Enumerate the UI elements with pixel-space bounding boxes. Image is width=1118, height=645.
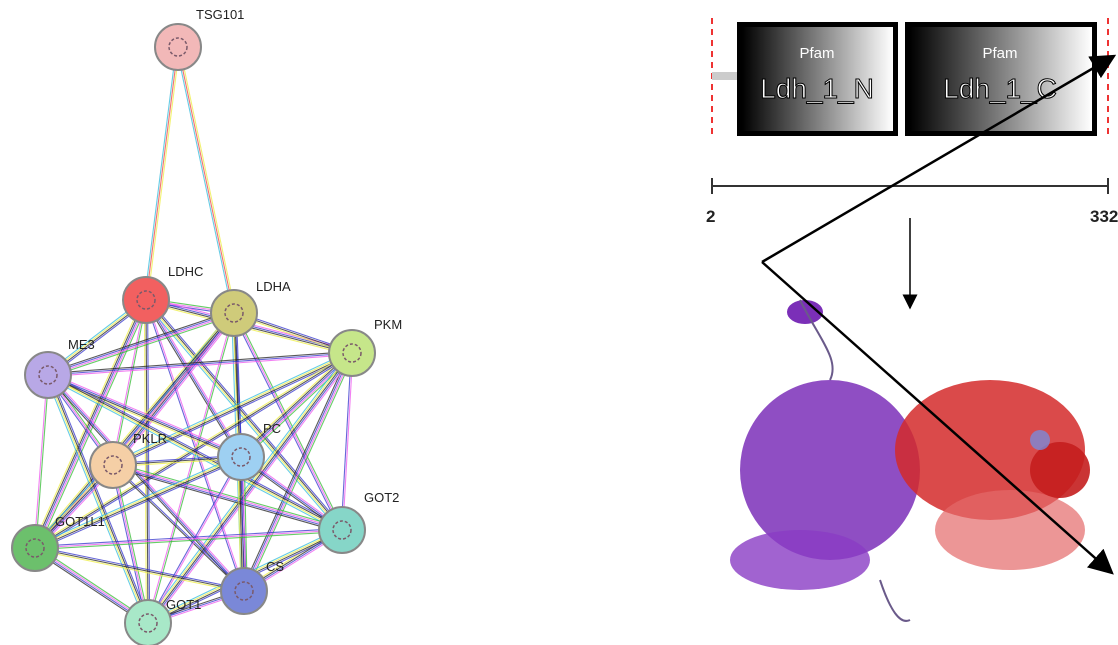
node <box>125 600 171 645</box>
domain-source: Pfam <box>982 45 1017 62</box>
edge <box>35 532 342 550</box>
edge <box>343 353 353 530</box>
node-label: GOT1 <box>166 597 201 612</box>
edge <box>144 47 176 300</box>
protein-structure <box>730 300 1090 621</box>
figure: TSG101 LDHC LDHA PKM ME3 PKLR PC GOT2 GOT1L1 CS GO… <box>0 0 1118 645</box>
scale-end: 332 <box>1090 207 1118 226</box>
domain-name: Ldh_1_N <box>760 73 874 104</box>
node <box>211 290 257 336</box>
node <box>12 525 58 571</box>
node <box>319 507 365 553</box>
node-label: CS <box>266 559 284 574</box>
page: TSG101 LDHC LDHA PKM ME3 PKLR PC GOT2 GOT1L1 CS GO… <box>0 0 1118 645</box>
node-label: LDHC <box>168 264 203 279</box>
domain-source: Pfam <box>799 45 834 62</box>
node-label: PKLR <box>133 431 167 446</box>
edge <box>148 47 180 300</box>
scale-start: 2 <box>706 207 715 226</box>
domain-diagram: Pfam Ldh_1_N Pfam Ldh_1_C 2 332 <box>706 18 1118 308</box>
node-label: TSG101 <box>196 7 244 22</box>
network-edges <box>32 47 354 625</box>
structure-blob <box>1030 430 1050 450</box>
structure-blob <box>730 530 870 590</box>
node-label: ME3 <box>68 337 95 352</box>
node-label: LDHA <box>256 279 291 294</box>
node <box>221 568 267 614</box>
node <box>123 277 169 323</box>
node <box>155 24 201 70</box>
edge <box>48 374 342 529</box>
edge <box>35 528 342 546</box>
node-label: PC <box>263 421 281 436</box>
edge <box>32 299 143 547</box>
edge <box>34 455 240 546</box>
node <box>218 434 264 480</box>
node-label: GOT1L1 <box>55 514 105 529</box>
edge <box>146 47 178 300</box>
node <box>25 352 71 398</box>
backbone <box>712 72 738 80</box>
structure-blob <box>1030 442 1090 498</box>
edge <box>49 373 343 528</box>
node <box>90 442 136 488</box>
node-label: PKM <box>374 317 402 332</box>
node-label: GOT2 <box>364 490 399 505</box>
node <box>329 330 375 376</box>
